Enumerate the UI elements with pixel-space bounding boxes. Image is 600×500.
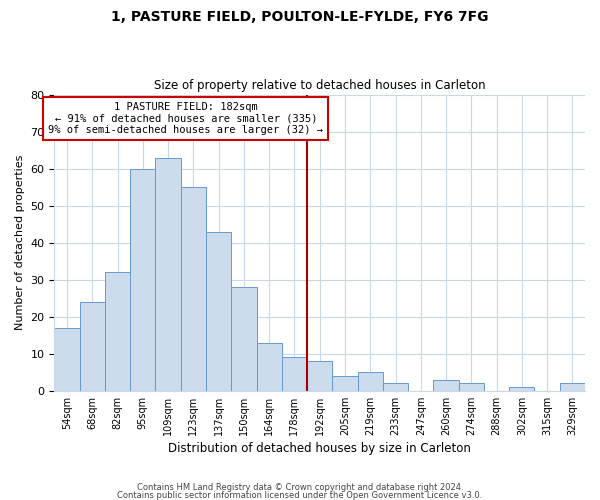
- Bar: [105, 272, 130, 391]
- Bar: [458, 384, 484, 391]
- Bar: [560, 384, 585, 391]
- Bar: [282, 358, 307, 391]
- Bar: [383, 384, 408, 391]
- Bar: [509, 387, 535, 391]
- Bar: [155, 158, 181, 391]
- Bar: [358, 372, 383, 391]
- Bar: [257, 342, 282, 391]
- Title: Size of property relative to detached houses in Carleton: Size of property relative to detached ho…: [154, 79, 485, 92]
- Text: 1 PASTURE FIELD: 182sqm
← 91% of detached houses are smaller (335)
9% of semi-de: 1 PASTURE FIELD: 182sqm ← 91% of detache…: [48, 102, 323, 135]
- Bar: [206, 232, 231, 391]
- Y-axis label: Number of detached properties: Number of detached properties: [15, 155, 25, 330]
- Text: Contains public sector information licensed under the Open Government Licence v3: Contains public sector information licen…: [118, 490, 482, 500]
- Bar: [80, 302, 105, 391]
- X-axis label: Distribution of detached houses by size in Carleton: Distribution of detached houses by size …: [168, 442, 471, 455]
- Bar: [307, 361, 332, 391]
- Bar: [181, 187, 206, 391]
- Text: 1, PASTURE FIELD, POULTON-LE-FYLDE, FY6 7FG: 1, PASTURE FIELD, POULTON-LE-FYLDE, FY6 …: [111, 10, 489, 24]
- Text: Contains HM Land Registry data © Crown copyright and database right 2024.: Contains HM Land Registry data © Crown c…: [137, 484, 463, 492]
- Bar: [332, 376, 358, 391]
- Bar: [55, 328, 80, 391]
- Bar: [231, 287, 257, 391]
- Bar: [130, 168, 155, 391]
- Bar: [433, 380, 458, 391]
